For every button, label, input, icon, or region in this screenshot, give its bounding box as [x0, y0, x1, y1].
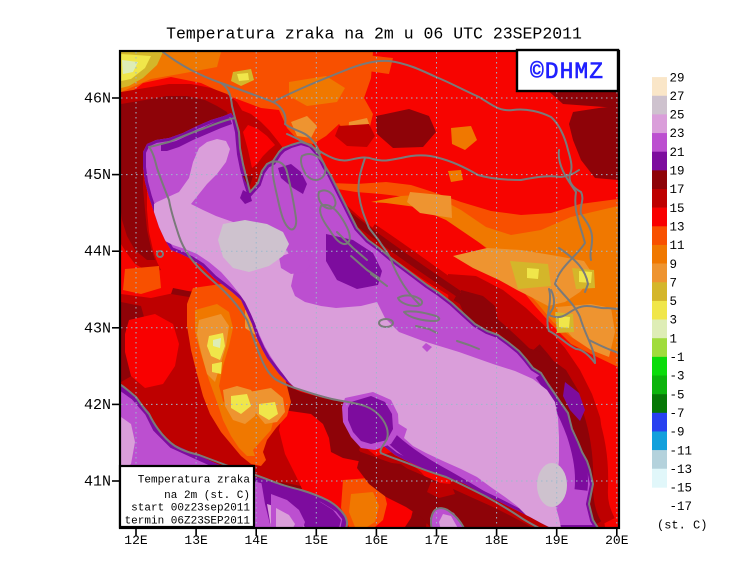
svg-text:21: 21: [670, 146, 685, 160]
svg-text:25: 25: [670, 109, 685, 123]
svg-text:Temperatura zraka na 2m u 06 U: Temperatura zraka na 2m u 06 UTC 23SEP20…: [166, 25, 582, 44]
svg-text:9: 9: [670, 258, 678, 272]
svg-text:43N: 43N: [84, 320, 111, 337]
svg-text:-17: -17: [670, 500, 693, 514]
svg-text:5: 5: [670, 295, 678, 309]
svg-text:17: 17: [670, 183, 685, 197]
svg-text:46N: 46N: [84, 91, 111, 108]
svg-text:3: 3: [670, 314, 678, 328]
svg-text:13: 13: [670, 221, 685, 235]
svg-text:23: 23: [670, 127, 685, 141]
svg-text:42N: 42N: [84, 397, 111, 414]
svg-text:15E: 15E: [305, 533, 329, 548]
svg-text:-3: -3: [670, 370, 685, 384]
svg-text:18E: 18E: [485, 533, 509, 548]
svg-text:-5: -5: [670, 388, 685, 402]
svg-text:-7: -7: [670, 407, 685, 421]
svg-text:start 00z23sep2011: start 00z23sep2011: [131, 503, 250, 515]
svg-text:17E: 17E: [425, 533, 449, 548]
svg-text:19: 19: [670, 165, 685, 179]
svg-text:-1: -1: [670, 351, 685, 365]
svg-text:12E: 12E: [124, 533, 148, 548]
svg-text:©DHMZ: ©DHMZ: [530, 59, 604, 85]
svg-text:na 2m (st. C): na 2m (st. C): [164, 490, 250, 502]
svg-text:44N: 44N: [84, 244, 111, 261]
svg-text:45N: 45N: [84, 167, 111, 184]
svg-text:13E: 13E: [184, 533, 208, 548]
svg-text:-9: -9: [670, 426, 685, 440]
svg-text:41N: 41N: [84, 474, 111, 491]
svg-text:16E: 16E: [365, 533, 389, 548]
svg-text:1: 1: [670, 332, 678, 346]
svg-text:7: 7: [670, 276, 678, 290]
svg-text:Temperatura zraka: Temperatura zraka: [138, 475, 251, 487]
svg-text:20E: 20E: [605, 533, 629, 548]
svg-text:-11: -11: [670, 444, 693, 458]
svg-text:termin 06Z23SEP2011: termin 06Z23SEP2011: [125, 516, 251, 528]
svg-text:29: 29: [670, 71, 685, 85]
svg-text:15: 15: [670, 202, 685, 216]
svg-text:19E: 19E: [545, 533, 569, 548]
svg-text:-15: -15: [670, 482, 693, 496]
svg-text:(st. C): (st. C): [657, 519, 707, 533]
svg-text:27: 27: [670, 90, 685, 104]
svg-text:-13: -13: [670, 463, 693, 477]
svg-text:14E: 14E: [244, 533, 268, 548]
svg-text:11: 11: [670, 239, 685, 253]
